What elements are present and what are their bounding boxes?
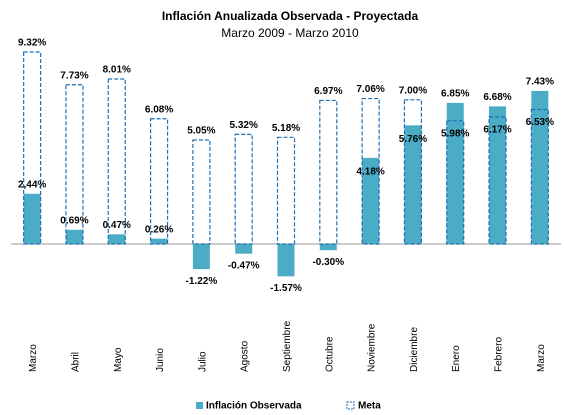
value-label: 6.85% xyxy=(441,89,469,100)
value-label: 9.32% xyxy=(18,38,46,49)
bar xyxy=(277,244,295,277)
chart-subtitle: Marzo 2009 - Marzo 2010 xyxy=(221,26,359,40)
value-label: 6.68% xyxy=(483,92,511,103)
x-tick-label: Mayo xyxy=(113,347,124,372)
legend-label: Inflación Observada xyxy=(206,401,302,412)
x-tick-label: Marzo xyxy=(28,344,39,372)
value-label: -0.30% xyxy=(312,257,344,268)
x-tick-label: Abril xyxy=(70,352,81,372)
target-bar xyxy=(446,120,465,245)
value-label: 5.18% xyxy=(272,123,300,134)
target-bar xyxy=(403,99,423,245)
x-tick-label: Octubre xyxy=(324,336,335,372)
value-label: 6.97% xyxy=(314,86,342,97)
x-tick-label: Marzo xyxy=(536,344,547,372)
bar xyxy=(489,106,507,244)
value-label: 5.32% xyxy=(230,120,258,131)
bar xyxy=(23,193,41,244)
value-label: 2,44% xyxy=(18,179,46,190)
bar xyxy=(235,244,253,254)
bar xyxy=(362,157,380,244)
value-label: 7.06% xyxy=(356,84,384,95)
target-bar xyxy=(107,78,126,245)
bar xyxy=(108,234,126,244)
target-bar xyxy=(319,99,338,245)
value-label: 7.73% xyxy=(60,70,88,81)
value-label: 7.00% xyxy=(399,85,427,96)
legend-label: Meta xyxy=(358,401,381,412)
value-label: -1.22% xyxy=(186,276,218,287)
bar xyxy=(531,90,549,244)
target-bar xyxy=(276,136,296,245)
value-label: 0.69% xyxy=(60,215,88,226)
bar xyxy=(446,102,464,244)
value-label: 4.18% xyxy=(356,167,384,178)
x-tick-label: Agosto xyxy=(240,340,251,372)
value-label: 6.08% xyxy=(145,104,173,115)
value-label: -0.47% xyxy=(228,260,260,271)
x-tick-label: Febrero xyxy=(494,337,505,372)
x-tick-label: Julio xyxy=(197,351,208,372)
target-bar xyxy=(361,97,380,245)
chart-title: Inflación Anualizada Observada - Proyect… xyxy=(162,9,419,23)
legend-swatch xyxy=(196,402,203,409)
value-label: 8.01% xyxy=(103,65,131,76)
value-label: 5.05% xyxy=(187,126,215,137)
value-label: 0.26% xyxy=(145,224,173,235)
legend: Inflación Observada Meta xyxy=(196,401,381,412)
bar xyxy=(192,244,210,270)
target-bar xyxy=(192,139,211,245)
target-bar xyxy=(488,116,507,245)
value-label: -1.57% xyxy=(270,283,302,294)
value-label: 5.76% xyxy=(399,134,427,145)
x-tick-label: Septiembre xyxy=(282,320,293,372)
target-bar xyxy=(65,84,84,245)
bar xyxy=(319,244,337,251)
value-label: 5.98% xyxy=(441,128,469,139)
bar xyxy=(150,238,168,244)
value-label: 7.43% xyxy=(526,77,554,88)
value-label: 0.47% xyxy=(103,220,131,231)
x-tick-label: Noviembre xyxy=(367,323,378,372)
target-bar xyxy=(234,133,253,245)
target-bar xyxy=(149,118,169,245)
target-bar xyxy=(530,108,549,245)
value-label: 6.53% xyxy=(526,117,554,128)
bar xyxy=(404,125,422,244)
value-label: 6.17% xyxy=(483,125,511,136)
target-bar xyxy=(23,51,42,245)
x-tick-label: Junio xyxy=(155,348,166,372)
legend-swatch xyxy=(346,401,355,410)
x-tick-label: Enero xyxy=(451,345,462,372)
bar xyxy=(65,229,83,244)
x-tick-label: Diciembre xyxy=(409,327,420,372)
